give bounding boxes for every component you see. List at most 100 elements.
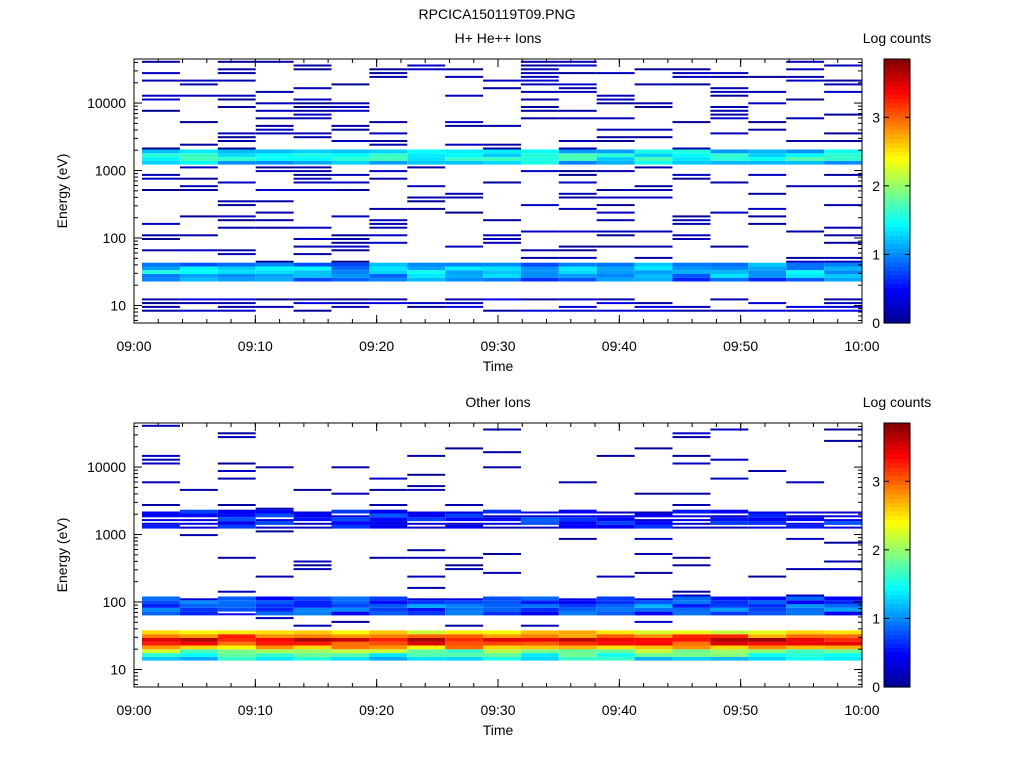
heatmap-cell [748,302,787,305]
heatmap-cell [255,160,294,165]
heatmap-cell [634,638,673,642]
heatmap-cell [748,157,787,161]
heatmap-cell [217,509,256,514]
heatmap-cell [558,270,597,274]
colorbar-step [884,103,910,108]
heatmap-cell [672,153,711,158]
heatmap-cell [369,656,408,661]
heatmap-cell [748,526,787,529]
heatmap-cell [255,617,294,620]
heatmap-cell [558,509,597,514]
heatmap-cell [634,302,673,305]
heatmap-cell [634,266,673,271]
heatmap-cell [483,638,521,642]
x-axis: 09:00 09:10 09:20 09:30 09:40 09:50 10:00 [116,59,880,354]
heatmap-cell [293,298,332,301]
heatmap-cell [520,153,559,158]
heatmap-cell [634,230,673,233]
heatmap-cell [596,596,635,601]
colorbar-step [884,147,910,152]
heatmap-cell [217,513,256,518]
heatmap-cell [710,458,749,461]
heatmap-cell [596,262,635,267]
heatmap-cell [445,211,484,214]
heatmap-cell [331,274,370,278]
heatmap-cell [786,230,825,233]
heatmap-cell [255,200,294,203]
heatmap-cell [331,649,370,654]
heatmap-cell [217,309,256,312]
x-tick-label: 09:20 [359,702,394,718]
heatmap-cell [710,181,749,184]
heatmap-cell [634,649,673,654]
heatmap-cell [407,586,446,589]
heatmap-cell [331,106,370,108]
heatmap-cell [142,98,180,101]
heatmap-cell [786,305,825,308]
heatmap-cell [407,556,446,559]
colorbar-step [884,182,910,188]
heatmap-cell [558,645,597,650]
heatmap-cell [293,274,332,278]
heatmap-cell [293,560,332,563]
heatmap-cell [558,157,597,161]
heatmap-cell [369,556,408,559]
heatmap-cell [786,60,825,63]
heatmap-cell [293,226,332,229]
heatmap-cell [369,149,408,154]
colorbar: 0 1 2 3 Log counts [863,394,932,695]
heatmap-cell [369,226,408,229]
heatmap-cell [331,124,370,127]
heatmap-cell [483,517,521,522]
heatmap-cell [558,298,597,301]
colorbar-step [884,221,910,227]
colorbar-step [884,98,910,104]
heatmap-cell [672,83,711,86]
heatmap-cell [217,634,256,638]
heatmap-cell [596,298,635,301]
heatmap-cell [710,90,749,93]
heatmap-cell [179,215,218,218]
heatmap-cell [179,94,218,97]
heatmap-cell [672,630,711,635]
heatmap-cell [217,607,256,612]
heatmap-cell [824,611,862,616]
heatmap-cell [445,600,484,605]
heatmap-cell [331,102,370,105]
heatmap-cell [558,638,597,642]
heatmap-cell [558,72,597,75]
x-tick-label: 09:30 [480,338,515,354]
heatmap-cell [293,189,332,191]
heatmap-cell [445,517,484,522]
heatmap-cell [483,607,521,612]
heatmap-cell [142,600,180,605]
heatmap-cell [786,153,825,158]
colorbar-step [884,213,910,218]
heatmap-cell [179,488,218,491]
heatmap-cell [558,598,597,601]
y-axis-label: Energy (eV) [54,518,70,593]
heatmap-cell [558,249,597,252]
heatmap-cell [786,79,825,82]
heatmap-cell [483,238,521,240]
heatmap-cell [293,64,332,67]
heatmap-cell [558,256,597,259]
heatmap-cell [255,298,294,301]
heatmap-cell [331,160,370,165]
heatmap-cell [293,87,332,90]
heatmap-cell [634,511,673,514]
heatmap-cell [786,641,825,646]
heatmap-cell [824,274,862,278]
heatmap-cell [824,541,862,544]
heatmap-cell [824,428,862,431]
heatmap-cell [748,521,787,525]
heatmap-cell [710,153,749,158]
colorbar-step [884,142,910,148]
colorbar-step [884,72,910,78]
heatmap-cell [331,638,370,642]
heatmap-cell [786,68,825,71]
heatmap-cell [445,630,484,635]
heatmap-cell [217,641,256,646]
heatmap-cell [217,79,256,82]
heatmap-cell [217,226,256,229]
